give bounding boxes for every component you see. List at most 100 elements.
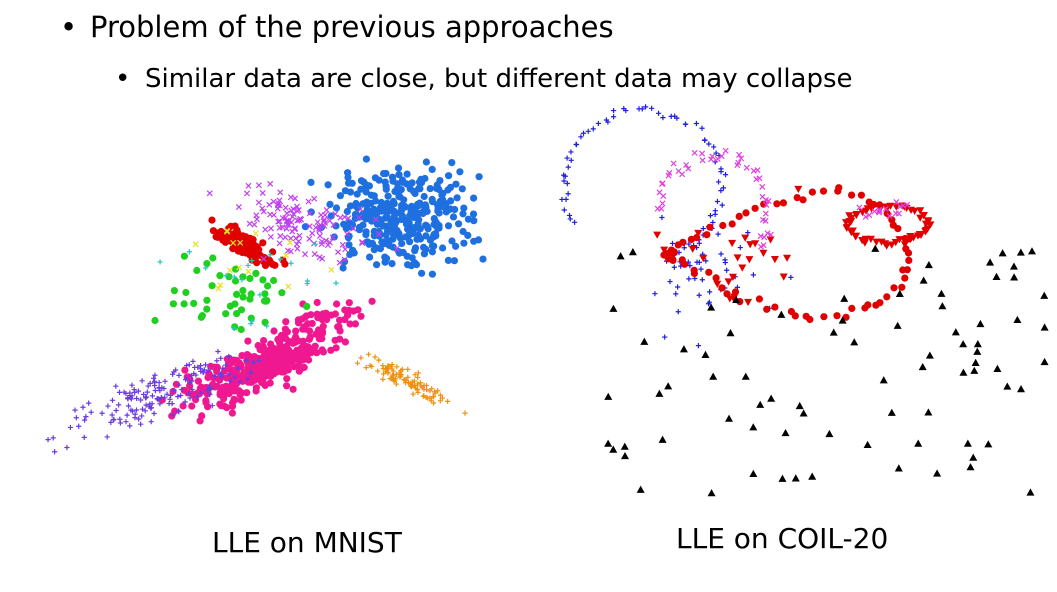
- scatter-point: [820, 313, 828, 321]
- scatter-point: [274, 335, 283, 343]
- scatter-point: [610, 114, 617, 120]
- scatter-point: [683, 121, 689, 127]
- scatter-point: [561, 172, 567, 178]
- scatter-point: [231, 274, 237, 280]
- scatter-point: [345, 219, 354, 227]
- scatter-point: [389, 361, 395, 368]
- scatter-point: [170, 287, 178, 295]
- scatter-point: [568, 149, 574, 155]
- scatter-point: [937, 289, 946, 297]
- scatter-point: [426, 185, 434, 193]
- scatter-point: [266, 379, 274, 387]
- scatter-point: [283, 210, 290, 217]
- scatter-point: [788, 274, 794, 281]
- scatter-point: [448, 159, 456, 167]
- scatter-point: [252, 269, 260, 277]
- scatter-point: [986, 258, 995, 266]
- scatter-point: [431, 230, 440, 238]
- scatter-point: [246, 220, 253, 227]
- scatter-point: [882, 205, 889, 212]
- scatter-point: [449, 213, 458, 221]
- scatter-point: [207, 391, 213, 398]
- bullet-dot: •: [60, 10, 78, 44]
- bullet-level-1: • Problem of the previous approaches: [60, 10, 614, 44]
- scatter-point: [345, 299, 353, 307]
- scatter-point: [408, 254, 416, 262]
- scatter-point: [718, 169, 724, 175]
- scatter-point: [359, 240, 366, 247]
- scatter-point: [342, 224, 350, 233]
- scatter-point: [260, 297, 269, 305]
- scatter-point: [209, 254, 217, 262]
- scatter-point: [628, 248, 637, 256]
- scatter-point: [270, 344, 278, 352]
- scatter-point: [323, 207, 330, 214]
- scatter-point: [186, 382, 194, 390]
- scatter-point: [366, 253, 374, 261]
- scatter-point: [763, 201, 770, 208]
- scatter-point: [898, 283, 906, 291]
- scatter-point: [718, 251, 724, 257]
- scatter-point: [198, 390, 204, 396]
- scatter-point: [226, 267, 233, 274]
- scatter-point: [719, 221, 727, 230]
- scatter-point: [728, 273, 737, 281]
- scatter-point: [306, 223, 313, 230]
- scatter-point: [695, 343, 702, 349]
- scatter-point: [715, 231, 721, 237]
- scatter-point: [706, 223, 714, 231]
- scatter-point: [245, 376, 251, 382]
- scatter-point: [795, 401, 804, 410]
- scatter-point: [223, 404, 231, 412]
- scatter-point: [707, 489, 716, 497]
- scatter-point: [235, 365, 241, 371]
- scatter-point: [900, 202, 907, 209]
- scatter-point: [132, 411, 138, 417]
- scatter-point: [450, 257, 458, 265]
- scatter-point: [850, 338, 859, 346]
- scatter-point: [176, 382, 182, 388]
- scatter-point: [233, 290, 241, 298]
- scatter-point: [655, 110, 662, 116]
- scatter-point: [412, 372, 418, 378]
- scatter-point: [452, 180, 460, 188]
- scatter-point: [368, 297, 376, 305]
- scatter-point: [690, 266, 698, 274]
- scatter-point: [428, 242, 436, 250]
- scatter-point: [328, 266, 335, 273]
- scatter-point: [374, 208, 382, 216]
- scatter-point: [134, 395, 140, 402]
- scatter-point: [393, 381, 399, 387]
- scatter-point: [76, 423, 82, 429]
- scatter-point: [405, 231, 413, 239]
- scatter-point: [847, 228, 856, 236]
- scatter-point: [595, 120, 601, 127]
- scatter-point: [252, 230, 259, 237]
- scatter-point: [363, 365, 369, 371]
- scatter-point: [688, 245, 697, 253]
- scatter-point: [609, 445, 618, 453]
- scatter-point: [887, 408, 896, 416]
- scatter-point: [846, 217, 855, 226]
- scatter-point: [448, 237, 456, 245]
- scatter-point: [781, 428, 790, 437]
- scatter-point: [762, 210, 769, 217]
- scatter-point: [296, 232, 303, 239]
- scatter-point: [669, 240, 676, 247]
- scatter-point: [247, 290, 255, 298]
- scatter-point: [392, 209, 400, 217]
- scatter-point: [886, 212, 893, 220]
- scatter-point: [303, 302, 311, 310]
- scatter-point: [152, 387, 158, 394]
- scatter-point: [951, 328, 960, 336]
- scatter-point: [202, 397, 210, 405]
- scatter-point: [232, 374, 238, 380]
- scatter-point: [403, 170, 411, 178]
- scatter-point: [418, 269, 426, 277]
- scatter-point: [432, 389, 438, 395]
- scatter-point: [336, 316, 344, 324]
- scatter-point: [327, 311, 335, 319]
- scatter-point: [852, 211, 861, 219]
- scatter-point: [359, 239, 366, 246]
- scatter-point: [659, 180, 666, 187]
